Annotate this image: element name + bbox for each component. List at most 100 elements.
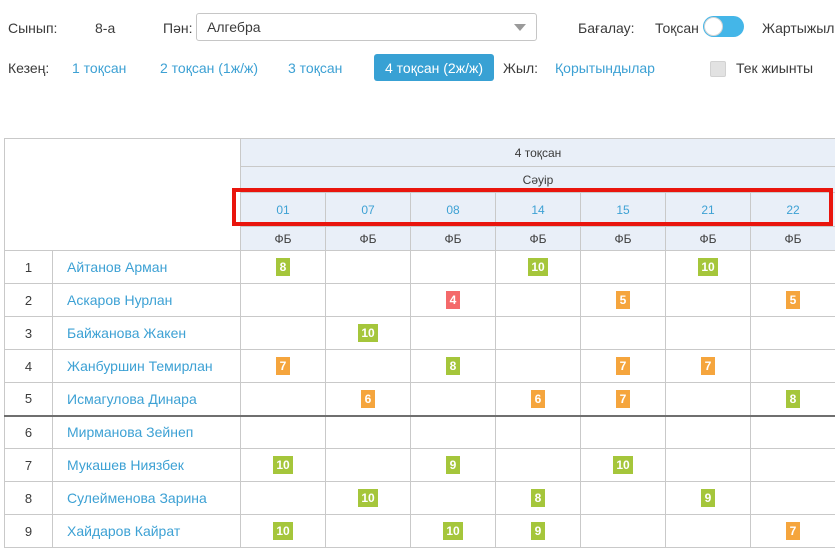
grade-cell[interactable]	[749, 481, 835, 515]
student-name-link[interactable]: Айтанов Арман	[67, 259, 168, 275]
grade-cell[interactable]	[410, 481, 496, 515]
grade-cell[interactable]: 5	[580, 283, 666, 317]
student-name-link[interactable]: Байжанова Жакен	[67, 325, 187, 341]
grade-badge[interactable]: 8	[786, 389, 800, 408]
grade-cell[interactable]	[495, 414, 581, 449]
grade-badge[interactable]: 4	[446, 291, 460, 309]
grade-cell[interactable]	[325, 514, 411, 548]
grade-cell[interactable]	[495, 448, 581, 482]
grade-badge[interactable]: 7	[616, 357, 630, 375]
date-column-header[interactable]: 07	[325, 192, 411, 227]
student-name-link[interactable]: Хайдаров Кайрат	[67, 523, 181, 539]
grade-badge[interactable]: 6	[531, 389, 545, 408]
date-column-header[interactable]: 22	[749, 192, 835, 227]
grade-badge[interactable]: 5	[616, 291, 630, 309]
grade-badge[interactable]: 9	[446, 456, 460, 474]
grade-badge[interactable]: 10	[358, 324, 378, 342]
grade-badge[interactable]: 10	[698, 258, 718, 276]
grade-badge[interactable]: 10	[273, 456, 293, 474]
grade-cell[interactable]: 8	[495, 481, 581, 515]
grade-cell[interactable]: 8	[749, 382, 835, 416]
year-results-link[interactable]: Қорытындылар	[555, 60, 655, 76]
grade-cell[interactable]	[410, 382, 496, 416]
grade-cell[interactable]	[410, 316, 496, 350]
grade-cell[interactable]	[240, 382, 326, 416]
grade-cell[interactable]: 10	[240, 514, 326, 548]
grade-badge[interactable]: 10	[443, 522, 463, 540]
grade-badge[interactable]: 8	[446, 357, 460, 375]
date-column-header[interactable]: 15	[580, 192, 666, 227]
grade-cell[interactable]: 9	[410, 448, 496, 482]
only-summary-checkbox[interactable]	[710, 61, 726, 77]
grade-cell[interactable]	[580, 514, 666, 548]
grade-cell[interactable]	[325, 414, 411, 449]
student-name-link[interactable]: Исмагулова Динара	[67, 390, 197, 407]
grade-cell[interactable]: 8	[410, 349, 496, 383]
grade-cell[interactable]	[749, 414, 835, 449]
grade-badge[interactable]: 7	[616, 389, 630, 408]
grade-cell[interactable]: 7	[665, 349, 751, 383]
grade-cell[interactable]: 10	[665, 250, 751, 284]
subject-select[interactable]: Алгебра	[196, 13, 537, 41]
grade-cell[interactable]: 6	[325, 382, 411, 416]
grade-cell[interactable]: 4	[410, 283, 496, 317]
grade-cell[interactable]	[580, 481, 666, 515]
grade-cell[interactable]: 7	[580, 382, 666, 416]
grade-cell[interactable]	[665, 283, 751, 317]
grade-cell[interactable]	[749, 349, 835, 383]
student-name-link[interactable]: Аскаров Нурлан	[67, 292, 173, 308]
grade-cell[interactable]	[410, 414, 496, 449]
student-name-link[interactable]: Мукашев Ниязбек	[67, 457, 184, 473]
period-tab-quarter4-active[interactable]: 4 тоқсан (2ж/ж)	[374, 54, 494, 81]
grade-cell[interactable]: 10	[495, 250, 581, 284]
grade-badge[interactable]: 5	[786, 291, 800, 309]
grade-badge[interactable]: 6	[361, 389, 375, 408]
grade-badge[interactable]: 8	[276, 258, 290, 276]
grading-toggle[interactable]	[703, 16, 744, 37]
grade-cell[interactable]	[325, 349, 411, 383]
grade-badge[interactable]: 8	[531, 489, 545, 507]
grade-cell[interactable]: 5	[749, 283, 835, 317]
grade-cell[interactable]	[240, 283, 326, 317]
grade-cell[interactable]	[749, 316, 835, 350]
grade-cell[interactable]	[240, 481, 326, 515]
period-tab-quarter3[interactable]: 3 тоқсан	[288, 60, 343, 76]
grade-cell[interactable]	[410, 250, 496, 284]
grade-badge[interactable]: 9	[531, 522, 545, 540]
grade-cell[interactable]: 7	[580, 349, 666, 383]
grade-cell[interactable]: 8	[240, 250, 326, 284]
grade-badge[interactable]: 9	[701, 489, 715, 507]
grade-badge[interactable]: 7	[786, 522, 800, 540]
student-name-link[interactable]: Жанбуршин Темирлан	[67, 358, 213, 374]
grade-badge[interactable]: 10	[358, 489, 378, 507]
grade-cell[interactable]: 6	[495, 382, 581, 416]
grade-cell[interactable]	[580, 250, 666, 284]
grade-cell[interactable]	[665, 382, 751, 416]
grade-cell[interactable]: 9	[495, 514, 581, 548]
grade-cell[interactable]	[325, 250, 411, 284]
date-column-header[interactable]: 01	[240, 192, 326, 227]
grade-badge[interactable]: 7	[276, 357, 290, 375]
grade-cell[interactable]: 10	[325, 316, 411, 350]
grade-badge[interactable]: 10	[273, 522, 293, 540]
student-name-link[interactable]: Сулейменова Зарина	[67, 490, 207, 506]
grade-cell[interactable]	[665, 414, 751, 449]
date-column-header[interactable]: 08	[410, 192, 496, 227]
grade-cell[interactable]: 10	[410, 514, 496, 548]
grade-cell[interactable]	[325, 283, 411, 317]
grade-badge[interactable]: 10	[613, 456, 633, 474]
grade-cell[interactable]	[580, 316, 666, 350]
grade-badge[interactable]: 10	[528, 258, 548, 276]
grade-cell[interactable]	[580, 414, 666, 449]
grade-cell[interactable]	[495, 316, 581, 350]
grade-cell[interactable]	[749, 448, 835, 482]
student-name-link[interactable]: Мирманова Зейнеп	[67, 424, 194, 441]
date-column-header[interactable]: 14	[495, 192, 581, 227]
period-tab-quarter2[interactable]: 2 тоқсан (1ж/ж)	[160, 60, 258, 76]
grade-cell[interactable]: 9	[665, 481, 751, 515]
period-tab-quarter1[interactable]: 1 тоқсан	[72, 60, 127, 76]
grade-cell[interactable]: 10	[240, 448, 326, 482]
grade-cell[interactable]	[495, 283, 581, 317]
grade-cell[interactable]: 7	[749, 514, 835, 548]
grade-cell[interactable]	[495, 349, 581, 383]
